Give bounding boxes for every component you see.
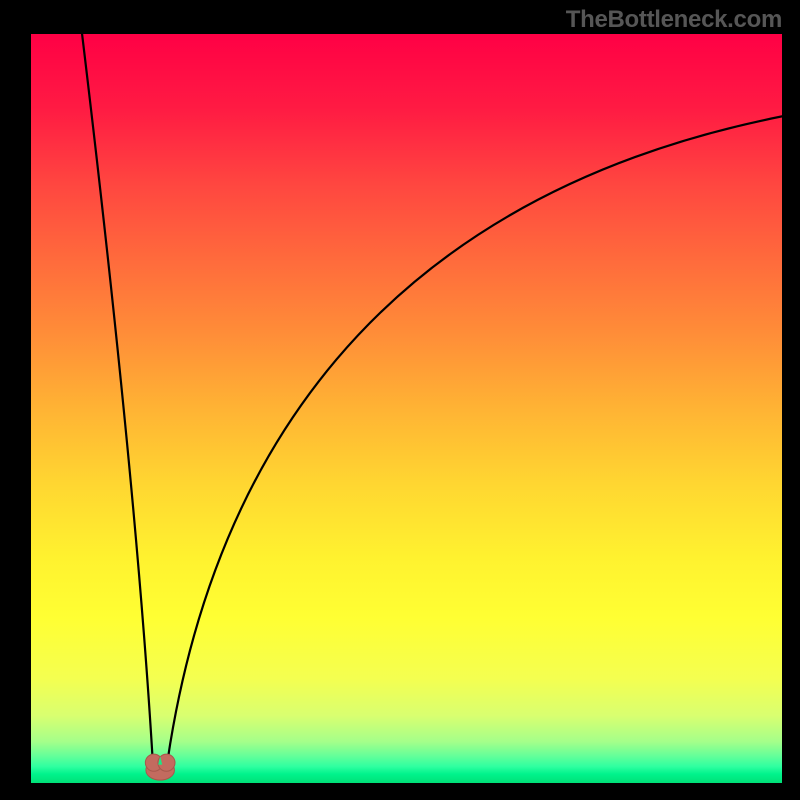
bottleneck-chart: [31, 34, 782, 783]
watermark-text: TheBottleneck.com: [566, 6, 782, 34]
